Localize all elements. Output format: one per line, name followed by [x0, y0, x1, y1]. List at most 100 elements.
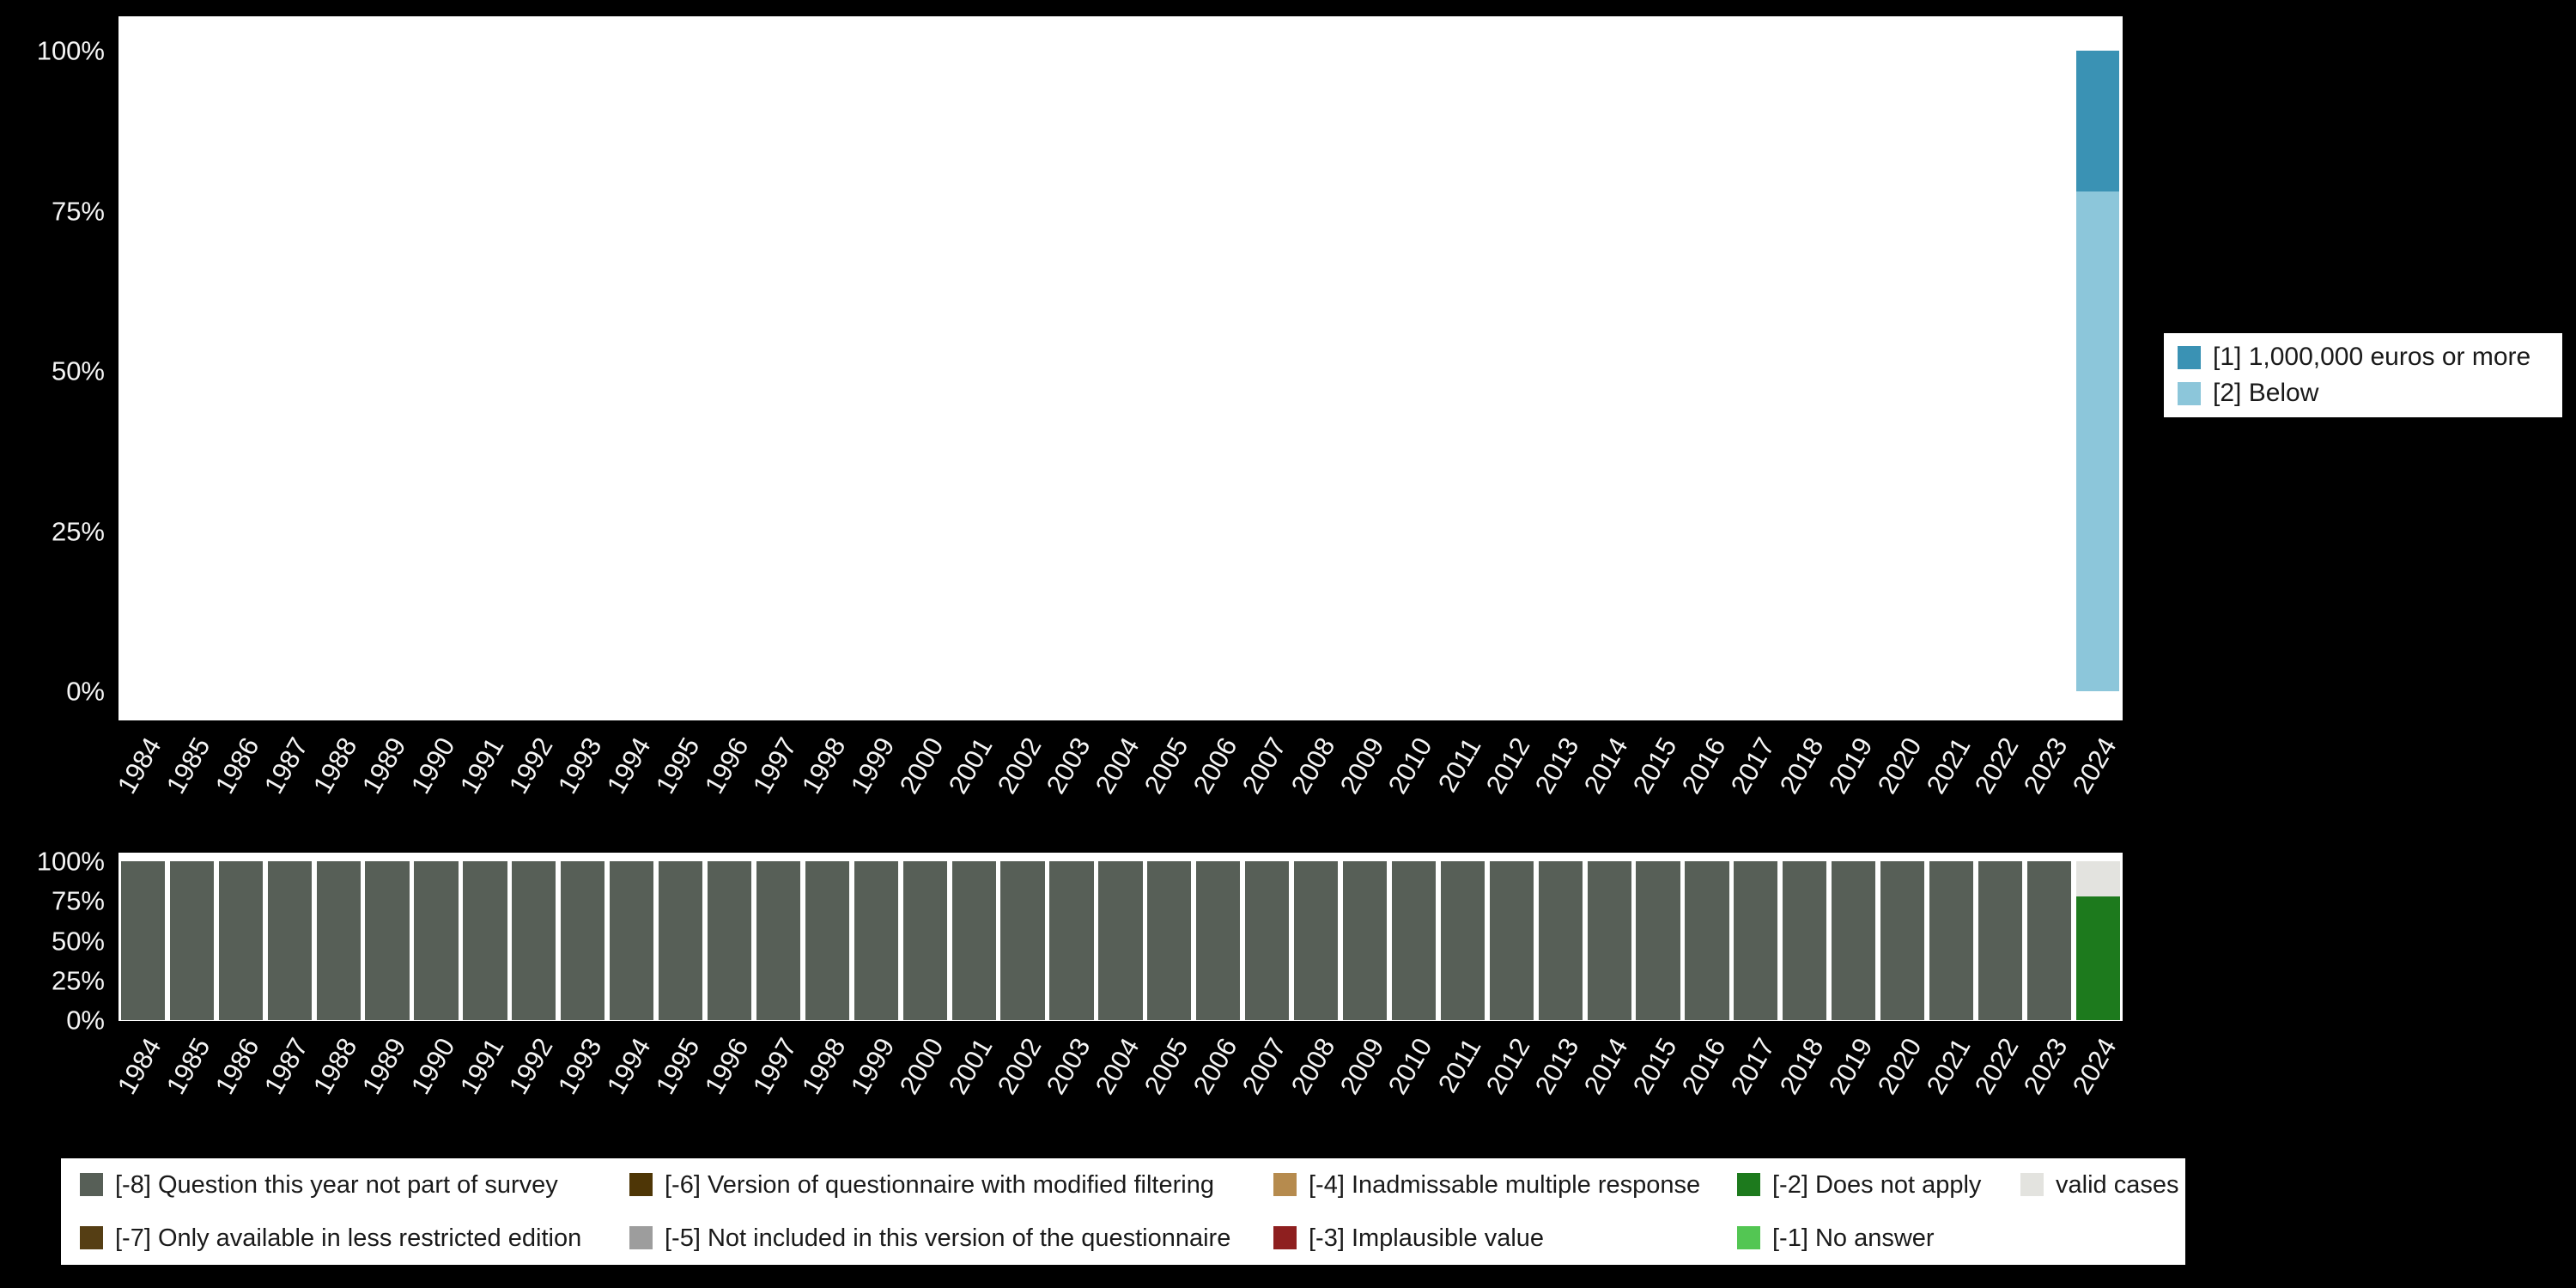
missing-chart-x-axis: 1984 1985 1986 1987 1988 1989 1990 1991 1992 1993… [112, 1029, 2123, 1140]
bar-slot-2003 [1048, 51, 1097, 691]
bar-1985 [169, 861, 214, 1020]
x-axis-label: 2000 [893, 732, 950, 799]
x-tick-2013: 2013 [1529, 1029, 1585, 1140]
bar-segment [1245, 861, 1290, 1020]
bar-slot-1988 [314, 861, 363, 1020]
bar-slot-1991 [460, 861, 509, 1020]
bar-segment [1098, 861, 1143, 1020]
bar-slot-2007 [1242, 51, 1291, 691]
x-tick-2002: 2002 [992, 1029, 1048, 1140]
legend-item: [2] Below [2178, 378, 2562, 409]
bar-segment [2076, 51, 2120, 192]
legend-label: [2] Below [2213, 379, 2319, 407]
bar-segment [658, 861, 703, 1020]
bar-2021 [1929, 861, 1974, 1020]
bar-2003 [1049, 861, 1094, 1020]
bar-segment [169, 861, 214, 1020]
x-axis-label: 2016 [1675, 1033, 1732, 1100]
distribution-chart-plot-area [118, 16, 2123, 720]
x-tick-2014: 2014 [1578, 728, 1634, 840]
bar-segment [707, 861, 752, 1020]
bar-slot-2008 [1291, 51, 1340, 691]
bar-2014 [1588, 51, 1631, 691]
bar-slot-1997 [754, 861, 803, 1020]
x-axis-label: 2003 [1040, 732, 1097, 799]
x-tick-1990: 1990 [405, 1029, 461, 1140]
x-tick-2024: 2024 [2067, 728, 2123, 840]
legend-item: [-5] Not included in this version of the… [629, 1224, 1273, 1254]
x-axis-label: 1999 [845, 732, 901, 799]
x-axis-label: 2010 [1382, 732, 1439, 799]
x-tick-2004: 2004 [1090, 1029, 1145, 1140]
bar-segment [1929, 861, 1974, 1020]
bar-slot-2001 [950, 51, 999, 691]
bar-slot-2018 [1780, 51, 1829, 691]
x-axis-label: 1990 [404, 732, 461, 799]
x-tick-2016: 2016 [1676, 1029, 1732, 1140]
bar-segment [2075, 861, 2120, 896]
bar-segment [902, 861, 947, 1020]
bar-slot-2016 [1683, 51, 1732, 691]
bar-segment [1049, 861, 1094, 1020]
x-tick-2003: 2003 [1041, 1029, 1097, 1140]
distribution-chart-bars [118, 51, 2123, 691]
bar-1984 [121, 51, 164, 691]
bar-1995 [659, 51, 702, 691]
x-axis-label: 2023 [2018, 732, 2074, 799]
x-axis-label: 1990 [404, 1033, 461, 1100]
bar-segment [365, 861, 410, 1020]
bar-2004 [1099, 51, 1142, 691]
bar-segment [805, 861, 849, 1020]
bar-1989 [366, 51, 409, 691]
x-tick-2002: 2002 [992, 728, 1048, 840]
x-axis-label: 2002 [991, 732, 1048, 799]
x-axis-label: 2020 [1871, 1033, 1928, 1100]
x-tick-1987: 1987 [258, 1029, 314, 1140]
bar-segment [2075, 896, 2120, 1020]
bar-segment [854, 861, 898, 1020]
x-tick-1999: 1999 [845, 728, 901, 840]
bar-slot-2004 [1096, 861, 1145, 1020]
bar-slot-2021 [1927, 861, 1976, 1020]
bar-2013 [1539, 51, 1582, 691]
bar-slot-1994 [607, 51, 656, 691]
bar-2024 [2076, 51, 2120, 691]
x-axis-label: 2000 [893, 1033, 950, 1100]
bar-segment [1734, 861, 1778, 1020]
bar-slot-1989 [363, 51, 412, 691]
bar-2023 [2026, 861, 2072, 1020]
bar-slot-2010 [1389, 51, 1438, 691]
x-tick-1993: 1993 [552, 1029, 608, 1140]
x-tick-2015: 2015 [1627, 1029, 1683, 1140]
bar-segment [1000, 861, 1045, 1020]
x-tick-2019: 2019 [1823, 728, 1879, 840]
bar-2016 [1685, 861, 1729, 1020]
bar-2002 [1001, 51, 1044, 691]
x-axis-label: 1985 [161, 1033, 216, 1100]
x-axis-label: 2006 [1187, 1033, 1243, 1100]
x-axis-label: 2011 [1432, 1033, 1487, 1098]
x-axis-label: 1994 [600, 732, 657, 799]
bar-segment [1783, 861, 1827, 1020]
x-axis-label: 2007 [1236, 732, 1292, 799]
x-tick-2013: 2013 [1529, 728, 1585, 840]
x-axis-label: 2021 [1920, 732, 1977, 799]
bar-2011 [1440, 861, 1485, 1020]
x-tick-1993: 1993 [552, 728, 608, 840]
legend-label: [-3] Implausible value [1309, 1224, 1545, 1252]
bar-2007 [1245, 861, 1290, 1020]
bar-2008 [1293, 861, 1339, 1020]
bar-2017 [1734, 861, 1778, 1020]
legend-swatch [2178, 345, 2201, 369]
bar-slot-1998 [803, 51, 852, 691]
distribution-chart-x-axis: 1984 1985 1986 1987 1988 1989 1990 1991 1992 1993… [112, 728, 2123, 840]
bar-1986 [219, 51, 262, 691]
bar-segment [267, 861, 312, 1020]
bar-2010 [1392, 51, 1435, 691]
legend-swatch [80, 1226, 103, 1250]
bar-slot-2014 [1585, 861, 1634, 1020]
missing-chart-bars [118, 861, 2123, 1020]
x-tick-1999: 1999 [845, 1029, 901, 1140]
x-axis-label: 1992 [502, 1033, 559, 1100]
x-axis-label: 1986 [210, 1033, 265, 1100]
